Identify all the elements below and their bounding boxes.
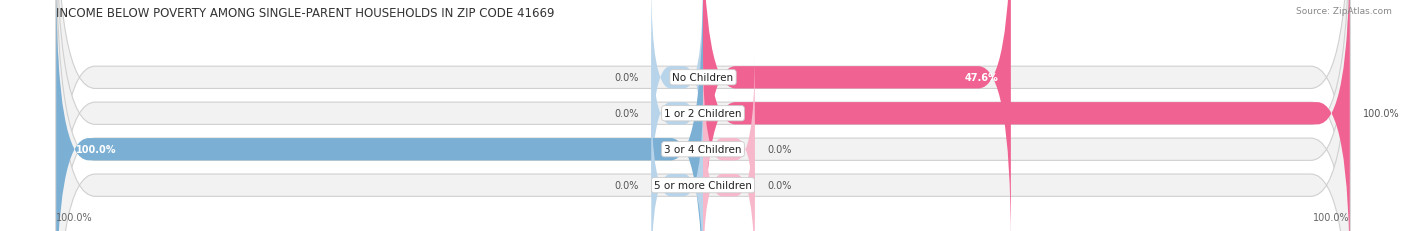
Text: 100.0%: 100.0%: [1313, 213, 1350, 222]
FancyBboxPatch shape: [703, 53, 755, 231]
Text: 1 or 2 Children: 1 or 2 Children: [664, 109, 742, 119]
Text: 0.0%: 0.0%: [614, 109, 638, 119]
FancyBboxPatch shape: [703, 89, 755, 231]
FancyBboxPatch shape: [56, 0, 1350, 231]
Text: Source: ZipAtlas.com: Source: ZipAtlas.com: [1296, 7, 1392, 16]
Text: INCOME BELOW POVERTY AMONG SINGLE-PARENT HOUSEHOLDS IN ZIP CODE 41669: INCOME BELOW POVERTY AMONG SINGLE-PARENT…: [56, 7, 555, 20]
Text: 0.0%: 0.0%: [768, 180, 792, 190]
FancyBboxPatch shape: [703, 0, 1011, 231]
FancyBboxPatch shape: [651, 0, 703, 174]
Text: No Children: No Children: [672, 73, 734, 83]
Text: 5 or more Children: 5 or more Children: [654, 180, 752, 190]
Text: 3 or 4 Children: 3 or 4 Children: [664, 145, 742, 155]
FancyBboxPatch shape: [703, 0, 1350, 231]
Text: 0.0%: 0.0%: [614, 73, 638, 83]
Text: 47.6%: 47.6%: [965, 73, 998, 83]
Text: 0.0%: 0.0%: [768, 145, 792, 155]
Text: 100.0%: 100.0%: [56, 213, 93, 222]
FancyBboxPatch shape: [56, 0, 1350, 231]
FancyBboxPatch shape: [651, 18, 703, 210]
FancyBboxPatch shape: [651, 89, 703, 231]
FancyBboxPatch shape: [56, 0, 703, 231]
FancyBboxPatch shape: [56, 0, 1350, 231]
Text: 100.0%: 100.0%: [1362, 109, 1399, 119]
Text: 100.0%: 100.0%: [76, 145, 117, 155]
Text: 0.0%: 0.0%: [614, 180, 638, 190]
FancyBboxPatch shape: [56, 0, 1350, 231]
